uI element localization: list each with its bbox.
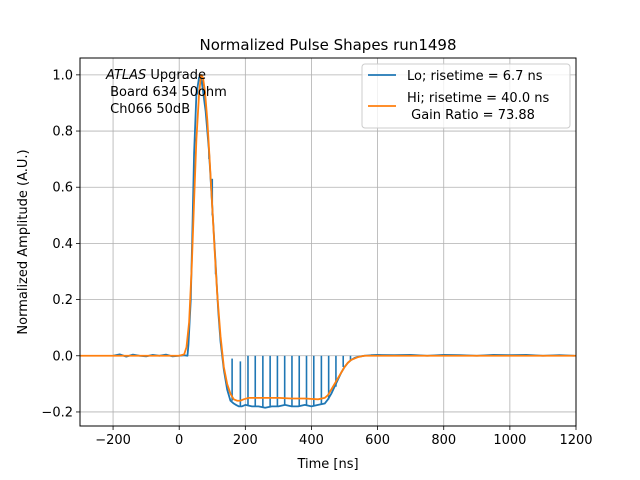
y-axis: −0.2 0.0 0.2 0.4 0.6 0.8 1.0 [41,68,80,420]
y-tick-label: 1.0 [52,68,73,83]
y-tick-label: 0.2 [52,293,73,308]
x-tick-label: −200 [95,433,131,448]
x-tick-label: 1200 [559,433,592,448]
annotation-line-1: ATLAS Upgrade [105,68,206,83]
x-axis-label: Time [ns] [296,457,358,472]
atlas-label: ATLAS [105,68,146,83]
chart-title: Normalized Pulse Shapes run1498 [199,36,456,54]
legend-label-hi: Hi; risetime = 40.0 ns [407,91,549,106]
series-hi-line [80,73,576,402]
x-tick-label: 0 [175,433,183,448]
series-layer [80,73,576,409]
legend-label-hi-gain: Gain Ratio = 73.88 [407,108,535,123]
annotation-line-2: Board 634 50ohm [106,85,227,100]
y-tick-label: 0.6 [52,181,73,196]
x-axis: −200 0 200 400 600 800 1000 1200 [95,426,593,448]
y-tick-label: 0.4 [52,237,73,252]
x-tick-label: 600 [365,433,390,448]
x-tick-label: 800 [431,433,456,448]
upgrade-label: Upgrade [146,68,206,83]
y-tick-label: −0.2 [41,405,73,420]
x-tick-label: 400 [299,433,324,448]
legend-label-lo: Lo; risetime = 6.7 ns [407,69,543,84]
y-tick-label: 0.0 [52,349,73,364]
annotation-block: ATLAS Upgrade Board 634 50ohm Ch066 50dB [105,68,227,117]
y-tick-label: 0.8 [52,125,73,140]
plot-frame [79,57,577,427]
legend-box [361,63,571,129]
annotation-line-3: Ch066 50dB [106,102,190,117]
legend: Lo; risetime = 6.7 ns Hi; risetime = 40.… [361,63,571,129]
x-tick-label: 1000 [493,433,526,448]
x-tick-label: 200 [233,433,258,448]
y-axis-label: Normalized Amplitude (A.U.) [16,149,31,334]
